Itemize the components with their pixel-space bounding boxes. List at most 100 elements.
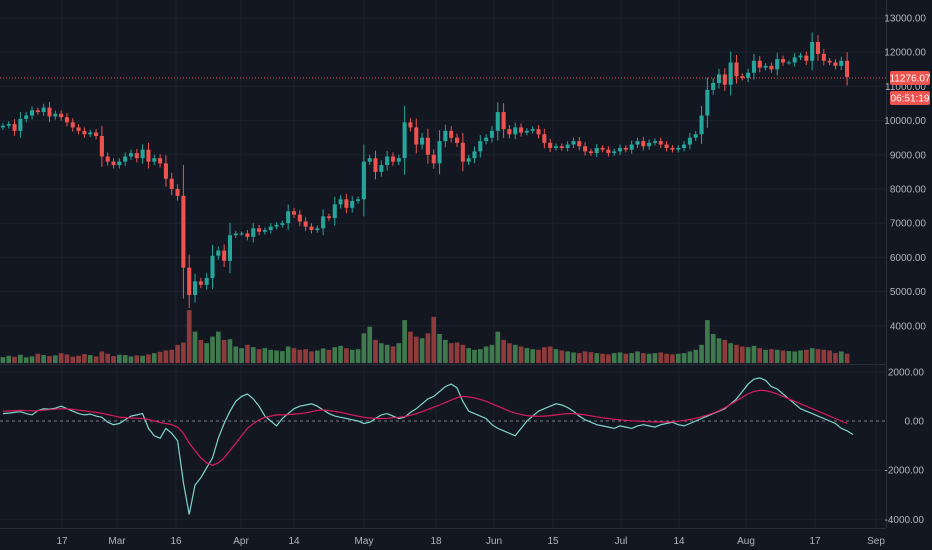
volume-bar <box>58 353 64 363</box>
volume-bar <box>838 351 844 363</box>
candle-body <box>652 141 658 143</box>
volume-bar <box>221 339 227 363</box>
candle-body <box>746 72 751 78</box>
volume-bar <box>576 353 582 363</box>
price-axis-label: 13000.00 <box>884 14 926 25</box>
volume-bar <box>262 348 268 363</box>
price-axis-label: 6000.00 <box>890 253 927 264</box>
candle-body <box>175 189 180 196</box>
time-axis-label: Mar <box>108 536 126 547</box>
candle-body <box>379 165 384 172</box>
volume-bar <box>804 349 809 363</box>
candle-body <box>728 62 733 85</box>
volume-bar <box>105 353 111 363</box>
volume-bar <box>512 344 518 363</box>
volume-bar <box>314 350 320 363</box>
volume-bar <box>460 344 466 363</box>
volume-bar <box>699 344 704 363</box>
candle-body <box>291 211 297 215</box>
volume-bar <box>524 348 530 363</box>
candle-body <box>501 112 506 130</box>
candle-body <box>635 141 640 145</box>
candle-body <box>588 151 593 154</box>
candle-body <box>676 147 681 150</box>
candle-body <box>94 132 99 136</box>
candle-body <box>682 144 687 148</box>
volume-bar <box>274 350 279 363</box>
volume-bar <box>687 351 693 363</box>
volume-bar <box>518 346 524 363</box>
candle-body <box>408 122 413 128</box>
candle-body <box>815 41 821 54</box>
volume-bar <box>245 344 250 363</box>
volume-bar <box>664 353 669 363</box>
volume-bar <box>844 353 850 363</box>
candle-body <box>623 147 628 150</box>
volume-bar <box>559 350 565 363</box>
candle-body <box>711 82 716 90</box>
candle-body <box>530 129 535 131</box>
candle-body <box>583 146 588 152</box>
candle-body <box>414 127 419 145</box>
volume-bar <box>326 349 332 363</box>
volume-bar <box>128 356 134 363</box>
candle-body <box>775 59 780 70</box>
volume-bar <box>23 357 29 363</box>
time-axis-label: Sep <box>867 536 885 547</box>
volume-bar <box>640 353 646 363</box>
candle-body <box>70 122 75 128</box>
volume-bar <box>250 347 256 363</box>
volume-bar <box>268 349 274 363</box>
oscillator-axis[interactable]: 2000.00 0.00 -2000.00 -4000.00 <box>885 367 925 526</box>
volume-bar <box>815 349 821 363</box>
candle-body <box>396 158 401 162</box>
volume-bar <box>29 356 35 363</box>
volume-bar <box>117 354 122 363</box>
volume-bar <box>431 316 437 363</box>
candle-body <box>454 137 460 143</box>
candle-body <box>507 129 512 135</box>
price-axis-label: 9000.00 <box>890 150 927 161</box>
volume-bar <box>443 339 448 363</box>
candle-body <box>757 60 762 68</box>
volume-bar <box>751 345 757 363</box>
candle-body <box>390 156 396 162</box>
volume-bar <box>448 343 454 363</box>
volume-bar <box>93 356 99 363</box>
volume-bar <box>437 333 442 363</box>
candle-body <box>268 226 273 231</box>
candle-body <box>216 250 221 256</box>
price-axis-label: 5000.00 <box>890 287 927 298</box>
candle-body <box>158 158 163 164</box>
volume-bar <box>215 331 221 363</box>
time-axis[interactable]: 17 Mar 16 Apr 14 May 18 Jun 15 Jul 14 Aug 17 Sep <box>56 536 885 547</box>
candle-body <box>658 141 663 145</box>
candle-body <box>664 144 669 148</box>
volume-bar <box>6 355 12 363</box>
volume-bar <box>12 356 17 363</box>
volume-bar <box>413 336 419 363</box>
candle-body <box>64 117 69 123</box>
candle-body <box>594 147 599 154</box>
volume-bar <box>588 352 594 363</box>
candle-body <box>443 130 448 142</box>
volume-bars <box>0 310 850 363</box>
volume-bar <box>670 354 675 363</box>
volume-bar <box>0 357 6 363</box>
time-axis-label: 15 <box>547 536 559 547</box>
price-axis[interactable]: 13000.00 12000.00 11000.00 10000.00 9000.00 8… <box>884 14 926 333</box>
time-axis-label: Jul <box>615 536 628 547</box>
candle-body <box>332 204 337 219</box>
candle-body <box>612 151 617 154</box>
volume-bar <box>52 355 58 363</box>
candle-body <box>6 124 11 126</box>
volume-bar <box>384 344 390 363</box>
candle-body <box>722 74 727 85</box>
candle-body <box>810 41 815 61</box>
candle-body <box>792 57 797 63</box>
candle-body <box>192 281 198 296</box>
candle-body <box>280 223 285 225</box>
candle-body <box>297 214 302 222</box>
price-axis-label: 10000.00 <box>884 116 926 127</box>
